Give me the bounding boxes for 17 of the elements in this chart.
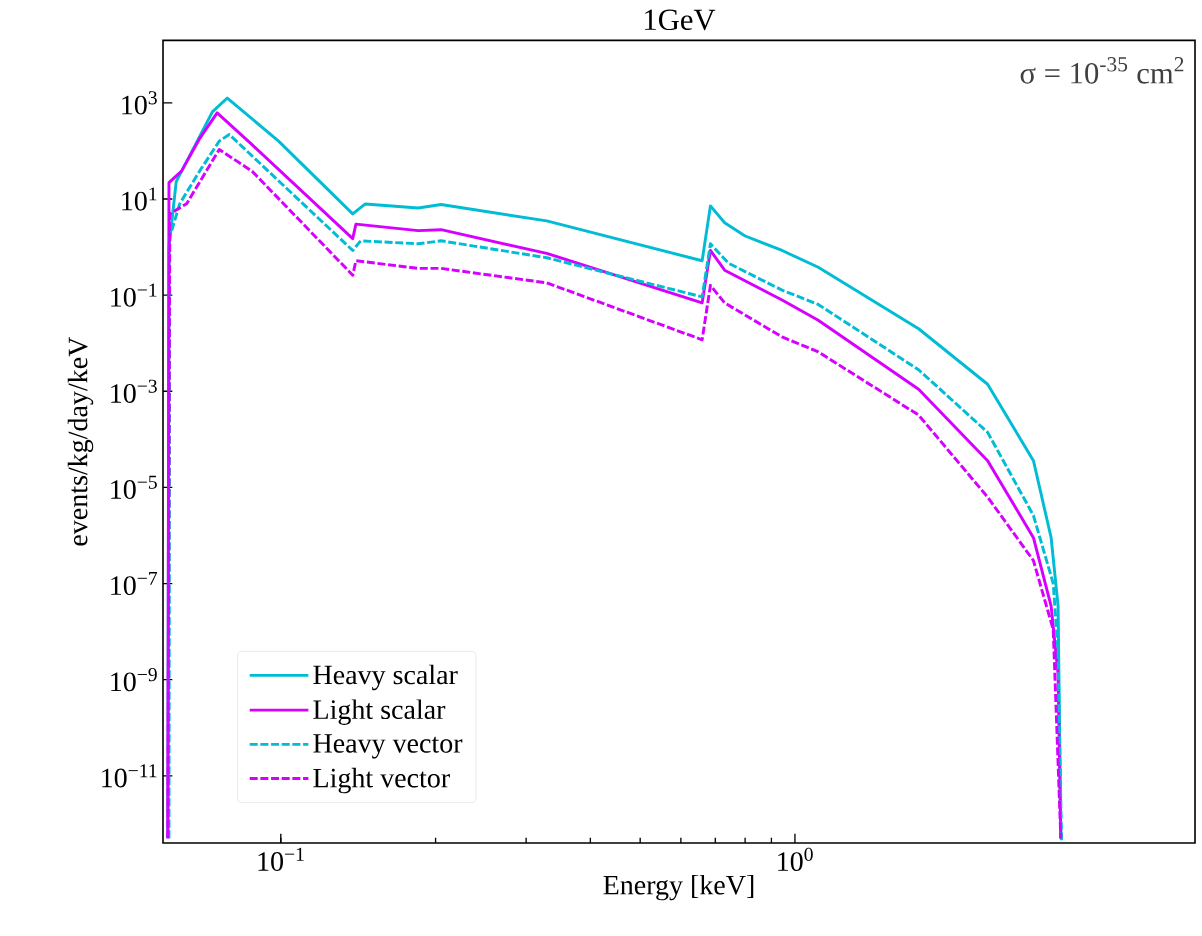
legend-label: Heavy scalar [313, 664, 458, 691]
legend-label: Light scalar [313, 699, 446, 725]
annotation: σ = 10$^{-35}$ cm$^{2}$ [1020, 57, 1184, 84]
legend-label: Heavy vector [313, 734, 463, 759]
y-tick-label: 10$^{−11}$ [102, 764, 157, 788]
x-tick-label: 10$^{0}$ [778, 847, 813, 872]
legend-label: Light vector [313, 767, 450, 794]
y-tick-label: 10$^{−5}$ [111, 475, 157, 499]
y-axis-title: events/kg/day/keV [67, 336, 94, 546]
chart-title: 1GeV [645, 9, 716, 31]
y-tick-label: 10$^{−3}$ [111, 379, 157, 403]
y-tick-label: 10$^{1}$ [122, 187, 157, 211]
y-tick-label: 10$^{−7}$ [111, 571, 158, 596]
y-tick-label: 10$^{3}$ [122, 91, 157, 115]
y-tick-label: 10$^{−9}$ [111, 668, 157, 692]
y-tick-label: 10$^{−1}$ [111, 283, 157, 307]
x-axis-title: Energy [keV] [603, 874, 754, 901]
